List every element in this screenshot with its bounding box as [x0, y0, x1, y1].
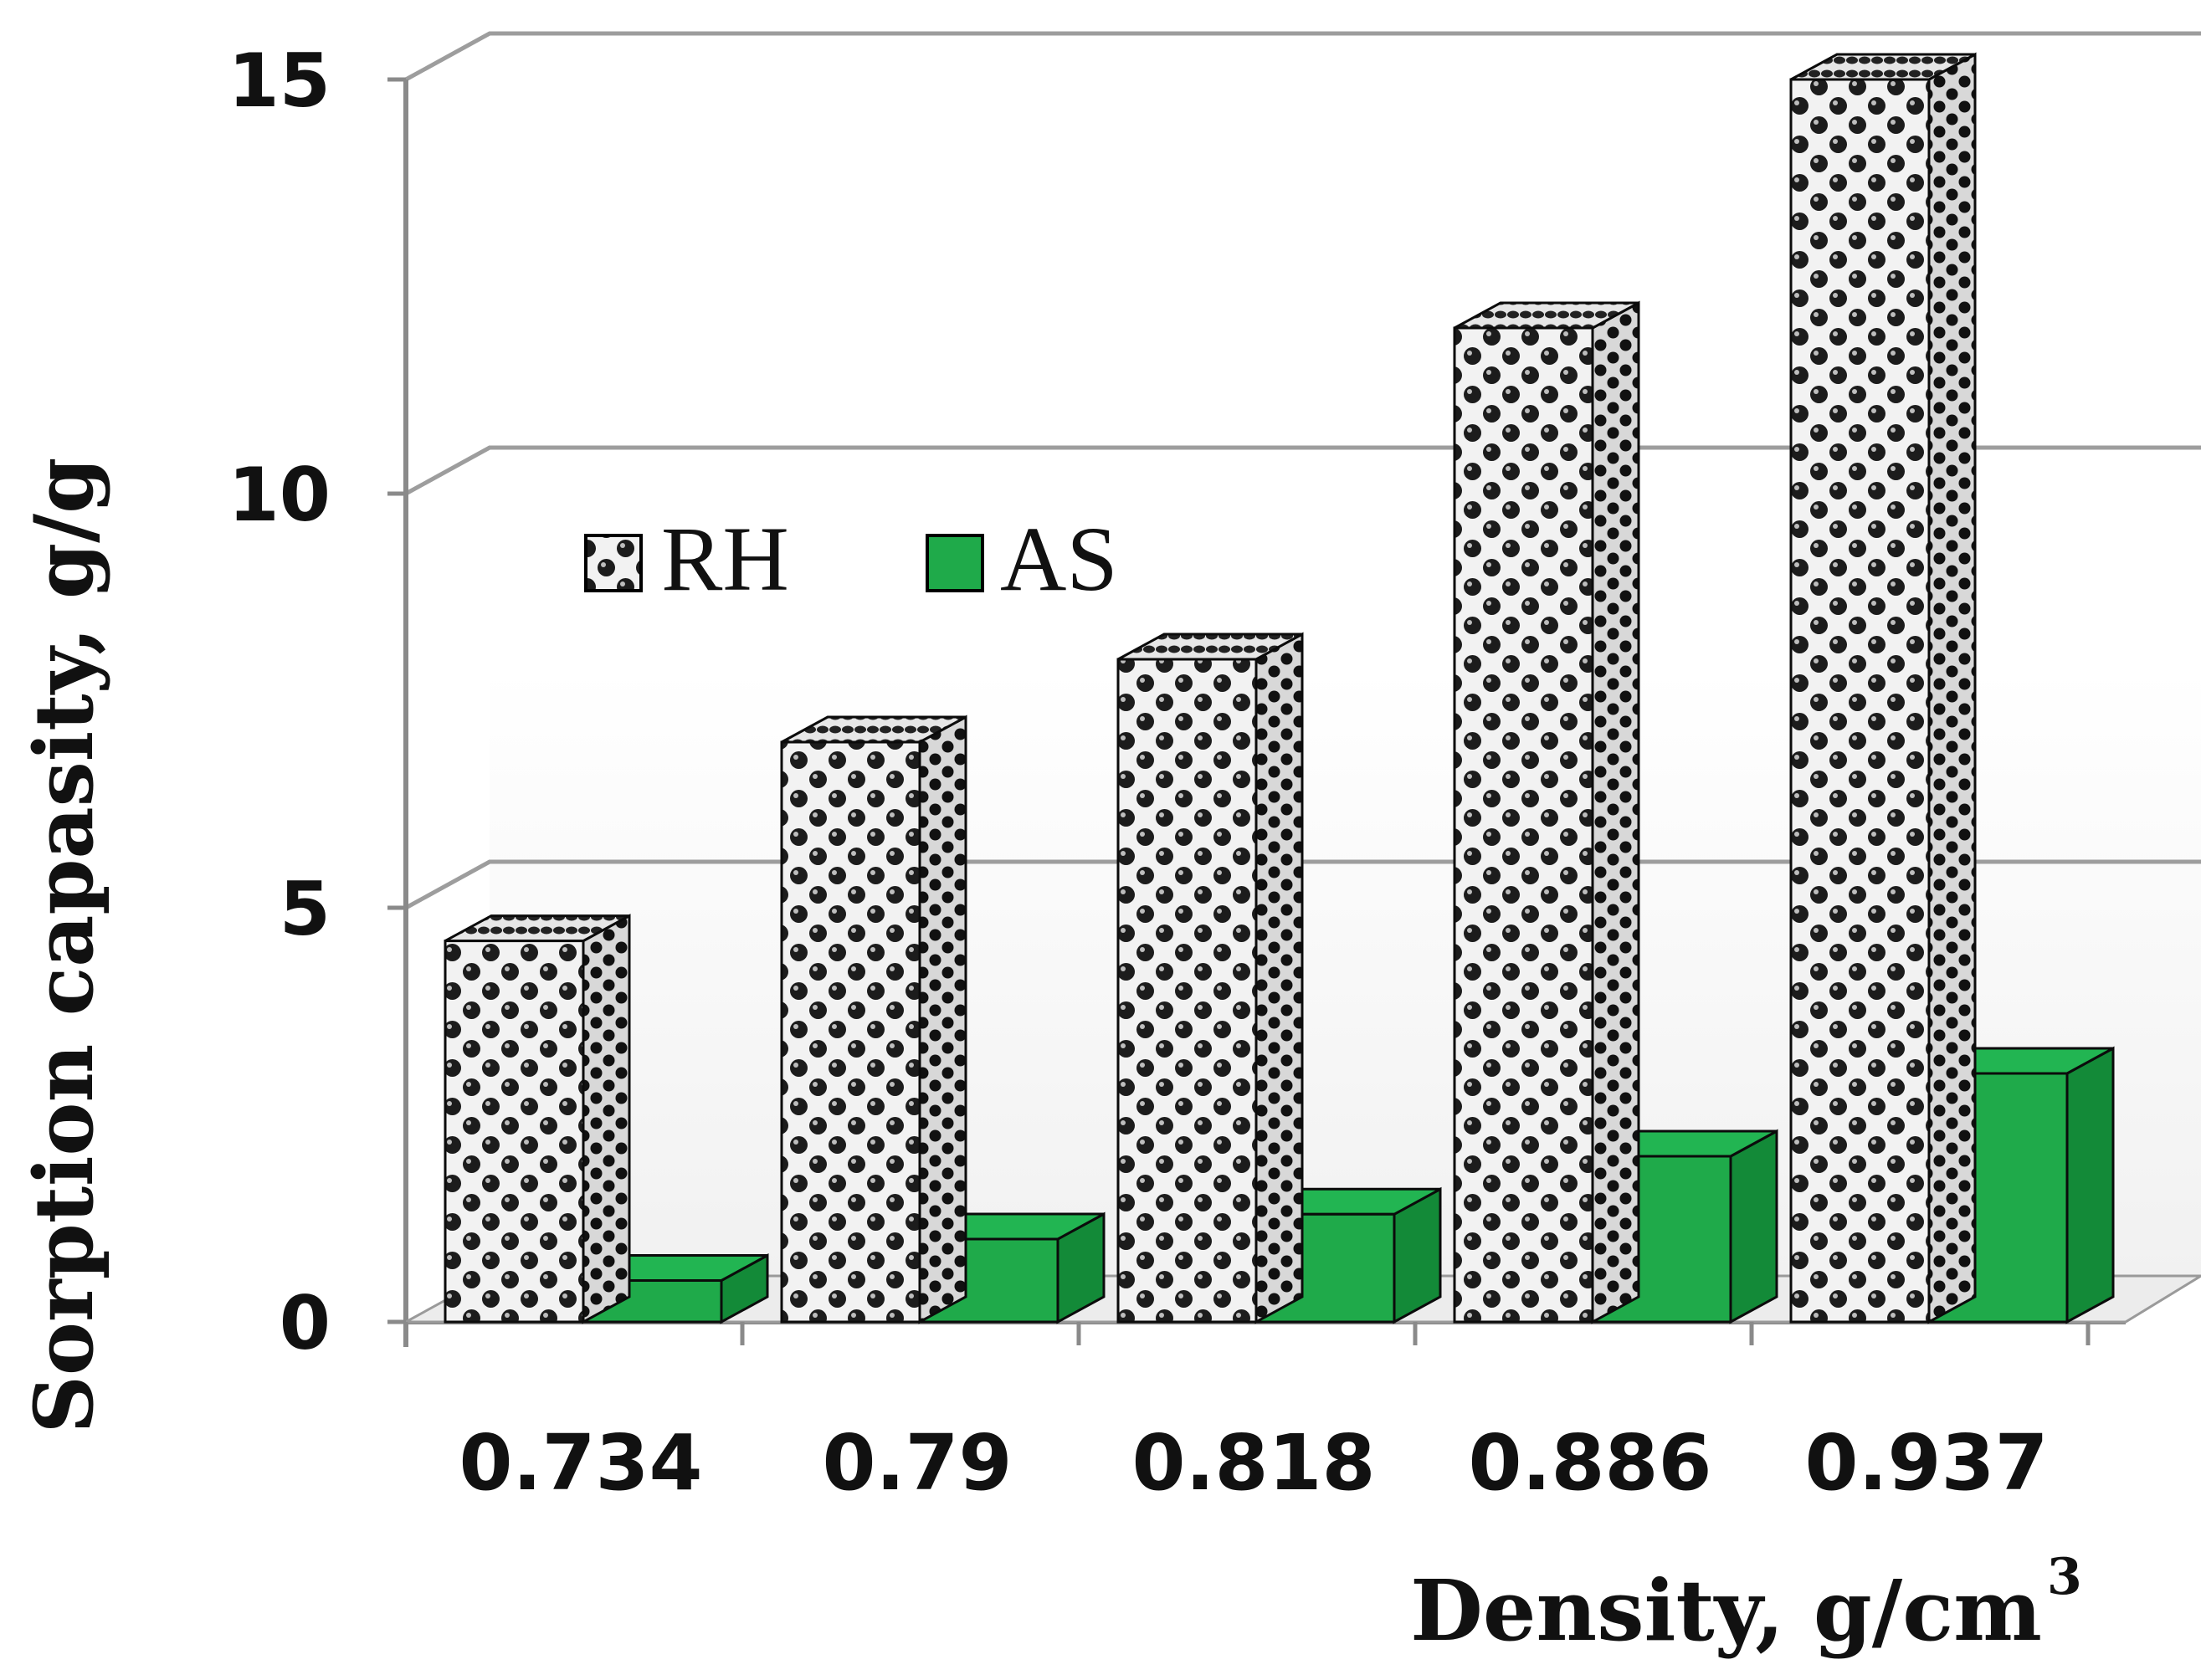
bar-rh-2-side: [1254, 632, 1304, 1324]
bar-rh-3-front: [1453, 326, 1594, 1324]
bar-rh-4-side: [1927, 52, 1977, 1324]
x-tick-label: 0.79: [823, 1418, 1013, 1508]
x-axis-title-superscript: 3: [2047, 1548, 2082, 1606]
y-tick-label: 10: [228, 452, 331, 538]
x-tick-group: 0.734 0.79 0.818 0.886 0.937: [403, 1322, 2091, 1508]
x-tick-label: 0.937: [1804, 1418, 2048, 1508]
bar-rh-3-side: [1591, 300, 1640, 1324]
bar-rh-4-front: [1789, 78, 1931, 1324]
x-tick-label: 0.818: [1131, 1418, 1375, 1508]
bar-rh-1-side: [918, 715, 967, 1324]
bar-rh-3: [1453, 300, 1640, 1324]
y-tick-group: 0 5 10 15: [228, 38, 406, 1366]
y-axis-title: Sorption capasity, g/g: [17, 458, 111, 1434]
bar-rh-0-side: [582, 914, 631, 1324]
x-tick-label: 0.886: [1468, 1418, 1711, 1508]
y-tick-label: 0: [280, 1280, 331, 1366]
bar-group: [444, 52, 2115, 1324]
bar-rh-1-front: [780, 740, 921, 1324]
x-axis-title-text: Density, g/cm: [1410, 1561, 2042, 1660]
bar-rh-2: [1116, 632, 1304, 1324]
bar-rh-0-front: [444, 940, 585, 1324]
bar-as-3-side: [1729, 1129, 1778, 1324]
legend-swatch-rh: [584, 534, 643, 592]
x-axis-title: Density, g/cm 3: [1410, 1548, 2082, 1660]
legend-label-rh: RH: [661, 508, 789, 610]
bar-rh-4: [1789, 52, 1977, 1324]
legend: RH AS: [584, 508, 1118, 610]
x-tick-label: 0.734: [459, 1418, 702, 1508]
legend-swatch-as: [926, 534, 984, 592]
y-tick-label: 5: [280, 866, 331, 952]
legend-label-as: AS: [1000, 508, 1118, 610]
bar-rh-2-front: [1116, 658, 1258, 1324]
y-tick-label: 15: [228, 38, 331, 124]
bar-rh-1: [780, 715, 967, 1324]
gridline-15: [404, 31, 2201, 82]
bar-as-4-side: [2065, 1046, 2115, 1324]
bar-rh-0: [444, 914, 631, 1324]
